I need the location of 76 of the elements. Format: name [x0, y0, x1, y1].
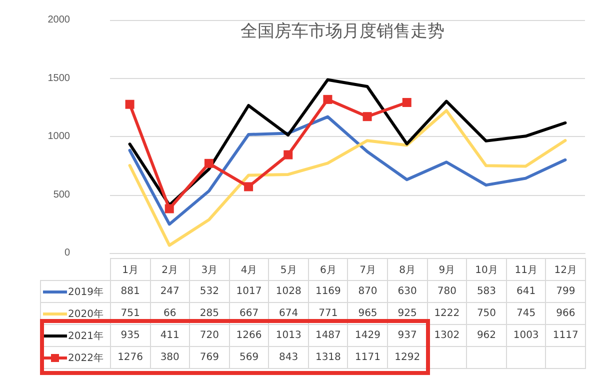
- x-tick-label: 1月: [110, 258, 150, 280]
- data-label: 411: [150, 324, 190, 346]
- x-tick-label: 2月: [150, 258, 190, 280]
- data-label: 799: [546, 280, 586, 302]
- data-label: 1171: [348, 346, 388, 368]
- x-tick-label: 10月: [466, 258, 506, 280]
- data-label: 532: [190, 280, 230, 302]
- x-tick-label: 5月: [268, 258, 308, 280]
- data-label: 745: [506, 302, 546, 324]
- data-label: 674: [268, 302, 308, 324]
- data-label: 1003: [506, 324, 546, 346]
- point: [402, 98, 412, 107]
- data-label: 1302: [427, 324, 467, 346]
- chart-title: 全国房车市场月度销售走势: [240, 22, 444, 42]
- data-label: 925: [388, 302, 428, 324]
- data-label: 771: [308, 302, 348, 324]
- data-label: 583: [466, 280, 506, 302]
- point: [323, 94, 332, 104]
- legend-label: 2022年: [68, 352, 104, 364]
- data-label: 750: [466, 302, 506, 324]
- data-label: 881: [110, 280, 150, 302]
- data-label: 1429: [348, 324, 388, 346]
- data-label: 1169: [308, 280, 348, 302]
- data-label: 285: [190, 302, 230, 324]
- data-label: 769: [190, 346, 230, 368]
- data-label: 870: [348, 280, 388, 302]
- data-label: 1276: [110, 346, 150, 368]
- data-label: 667: [229, 302, 269, 324]
- data-label: 1487: [308, 324, 348, 346]
- point: [125, 100, 134, 109]
- legend-label: 2019年: [68, 286, 104, 298]
- data-label: 1222: [427, 302, 467, 324]
- data-label: 1292: [388, 346, 428, 368]
- y-tick-label: 0: [64, 248, 70, 258]
- x-tick-label: 7月: [348, 258, 388, 280]
- line-series: [128, 109, 567, 247]
- x-tick-label: 4月: [229, 258, 269, 280]
- data-label: 720: [190, 324, 230, 346]
- point: [164, 204, 174, 214]
- data-label: 1013: [268, 324, 308, 346]
- data-label: 751: [110, 302, 150, 324]
- data-label: 1017: [229, 280, 269, 302]
- data-label: 1028: [268, 280, 308, 302]
- point: [284, 150, 293, 160]
- point: [244, 182, 254, 192]
- x-tick-label: 9月: [427, 258, 467, 280]
- line-series: [128, 115, 567, 226]
- legend-label: 2020年: [68, 308, 104, 320]
- data-label: 641: [506, 280, 546, 302]
- x-tick-label: 8月: [388, 258, 428, 280]
- point: [204, 158, 214, 168]
- data-label: 966: [546, 302, 586, 324]
- data-label: 937: [388, 324, 428, 346]
- y-tick-label: 1500: [48, 72, 70, 84]
- y-tick-label: 500: [53, 189, 70, 200]
- data-label: 962: [466, 324, 506, 346]
- data-label: 935: [110, 324, 150, 346]
- data-label: 780: [427, 280, 467, 302]
- data-label: 1266: [229, 324, 269, 346]
- data-label: 965: [348, 302, 388, 324]
- x-tick-label: 3月: [190, 258, 230, 280]
- data-label: 66: [150, 302, 190, 324]
- data-label: 843: [268, 346, 308, 368]
- data-label: 247: [150, 280, 190, 302]
- legend-label: 2021年: [68, 330, 104, 342]
- point: [362, 112, 372, 122]
- data-label: 630: [388, 280, 428, 302]
- x-tick-label: 12月: [546, 258, 586, 280]
- data-label: 1318: [308, 346, 348, 368]
- data-label: 380: [150, 346, 190, 368]
- data-label: 1117: [546, 324, 586, 346]
- y-tick-label: 1000: [48, 131, 70, 142]
- x-tick-label: 6月: [308, 258, 348, 280]
- y-tick-label: 2000: [48, 14, 70, 26]
- x-tick-label: 11月: [506, 258, 546, 280]
- data-label: 569: [229, 346, 269, 368]
